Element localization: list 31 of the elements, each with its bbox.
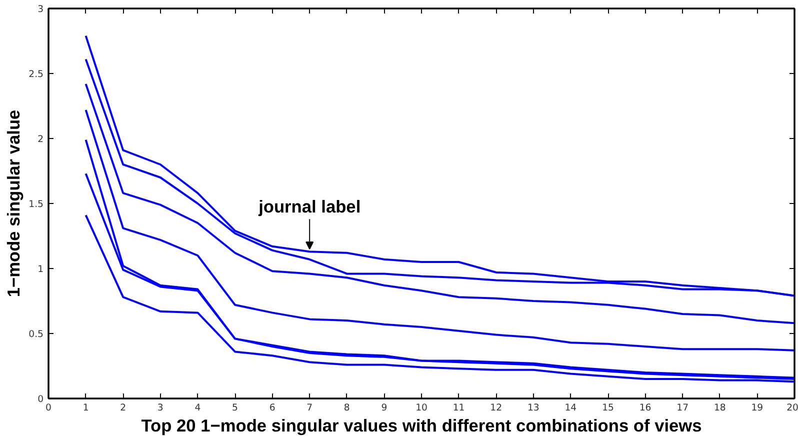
y-tick-label: 1.5	[28, 199, 44, 210]
x-tick-label: 1	[82, 402, 89, 414]
x-tick-label: 8	[344, 402, 350, 414]
x-axis-title: Top 20 1−mode singular values with different combinations of views	[141, 416, 702, 436]
y-tick-label: 2	[38, 134, 44, 145]
x-tick-label: 15	[602, 402, 614, 414]
annotation: journal label	[258, 196, 361, 216]
x-tick-label: 19	[751, 402, 764, 414]
x-tick-label: 7	[306, 402, 313, 414]
x-tick-label: 10	[416, 402, 428, 414]
x-tick-label: 17	[676, 402, 689, 414]
y-tick-label: 0	[38, 394, 44, 405]
x-tick-label: 11	[452, 402, 465, 414]
x-tick-label: 6	[269, 402, 276, 414]
x-tick-label: 20	[786, 402, 798, 414]
y-axis-title: 1−mode singular value	[4, 109, 24, 298]
y-tick-label: 0.5	[28, 329, 44, 340]
x-tick-label: 3	[157, 402, 164, 414]
x-tick-label: 4	[194, 402, 201, 414]
x-tick-label: 16	[639, 402, 652, 414]
x-tick-label: 2	[120, 402, 126, 414]
x-tick-label: 18	[714, 402, 726, 414]
y-tick-label: 1	[38, 264, 44, 275]
x-tick-label: 12	[490, 402, 502, 414]
y-tick-label: 2.5	[28, 69, 44, 80]
x-tick-label: 9	[381, 402, 388, 414]
x-tick-label: 14	[564, 402, 577, 414]
x-tick-label: 13	[527, 402, 540, 414]
x-tick-label: 0	[46, 402, 52, 414]
x-tick-label: 5	[232, 402, 238, 414]
y-tick-label: 3	[38, 4, 44, 15]
